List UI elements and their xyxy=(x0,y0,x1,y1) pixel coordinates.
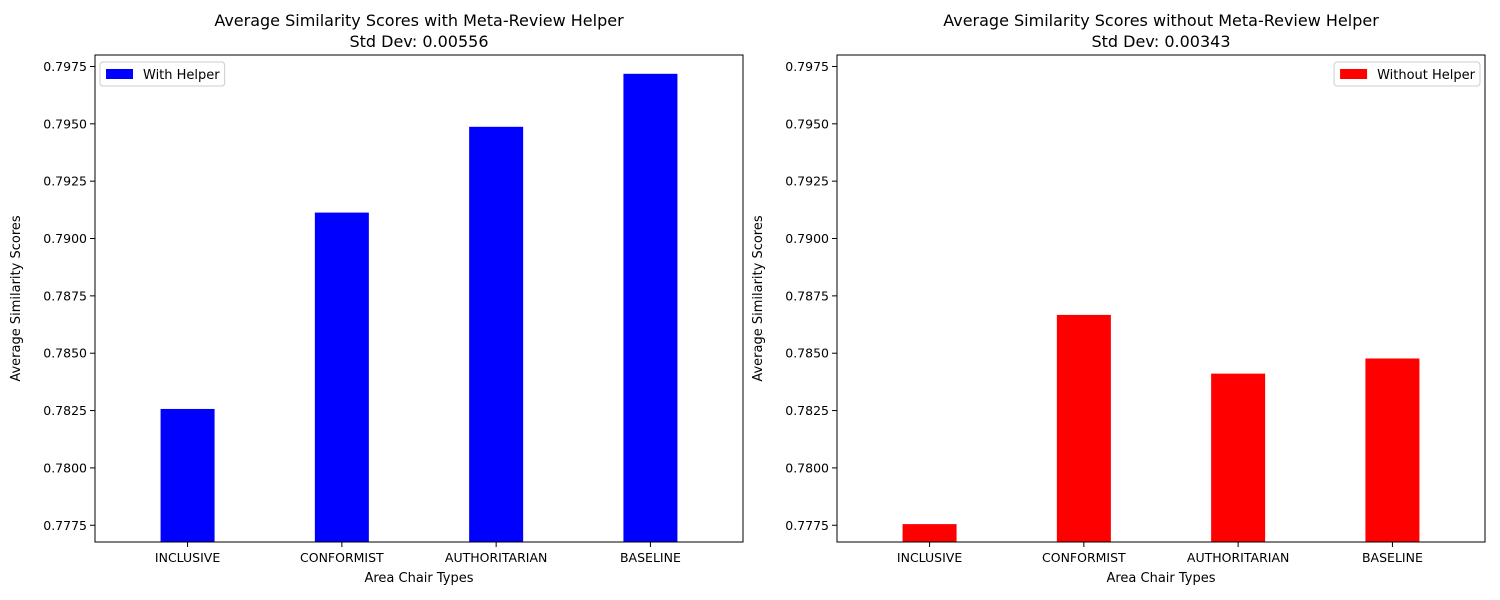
bar-baseline xyxy=(623,73,678,542)
y-tick-label: 0.7875 xyxy=(43,288,87,303)
bar-authoritarian xyxy=(469,126,524,543)
y-tick-label: 0.7900 xyxy=(43,231,87,246)
bar-authoritarian xyxy=(1211,373,1266,542)
y-tick-label: 0.7800 xyxy=(785,460,829,475)
bar-conformist xyxy=(314,212,369,542)
legend-box xyxy=(1333,61,1481,87)
plot-frame xyxy=(94,54,744,543)
y-tick-label: 0.7900 xyxy=(785,231,829,246)
x-tick-label: BASELINE xyxy=(620,550,681,565)
y-tick-label: 0.7925 xyxy=(785,174,829,189)
y-tick-label: 0.7875 xyxy=(785,288,829,303)
x-tick-label: AUTHORITARIAN xyxy=(1187,550,1289,565)
y-tick-label: 0.7925 xyxy=(43,174,87,189)
chart-title: Average Similarity Scores without Meta-R… xyxy=(943,11,1379,30)
bar-inclusive xyxy=(160,408,215,542)
legend-swatch xyxy=(1340,69,1368,79)
x-axis-label: Area Chair Types xyxy=(1106,571,1215,586)
x-tick-label: INCLUSIVE xyxy=(897,550,962,565)
plot-frame xyxy=(836,54,1486,543)
y-axis-label: Average Similarity Scores xyxy=(751,215,766,382)
x-tick-label: INCLUSIVE xyxy=(155,550,220,565)
x-tick-label: CONFORMIST xyxy=(300,550,384,565)
bar-inclusive xyxy=(902,524,957,542)
chart-title: Average Similarity Scores with Meta-Revi… xyxy=(214,11,624,30)
bar-baseline xyxy=(1365,358,1420,542)
y-tick-label: 0.7825 xyxy=(43,403,87,418)
chart-panel-without-helper: Average Similarity Scores without Meta-R… xyxy=(751,11,1486,586)
x-axis-label: Area Chair Types xyxy=(364,571,473,586)
y-tick-label: 0.7975 xyxy=(43,59,87,74)
chart-subtitle: Std Dev: 0.00556 xyxy=(349,32,488,51)
legend-swatch xyxy=(106,69,133,79)
y-axis-label: Average Similarity Scores xyxy=(9,215,24,382)
legend: With Helper xyxy=(99,61,226,87)
y-tick-label: 0.7850 xyxy=(43,346,87,361)
y-tick-label: 0.7825 xyxy=(785,403,829,418)
legend: Without Helper xyxy=(1333,61,1481,87)
y-tick-label: 0.7800 xyxy=(43,460,87,475)
y-tick-label: 0.7775 xyxy=(43,518,87,533)
y-tick-label: 0.7975 xyxy=(785,59,829,74)
y-tick-label: 0.7950 xyxy=(43,116,87,131)
legend-label: Without Helper xyxy=(1377,68,1476,83)
legend-label: With Helper xyxy=(143,68,220,83)
legend-box xyxy=(99,61,226,87)
x-tick-label: CONFORMIST xyxy=(1042,550,1126,565)
chart-subtitle: Std Dev: 0.00343 xyxy=(1091,32,1230,51)
bar-conformist xyxy=(1056,314,1111,542)
y-tick-label: 0.7950 xyxy=(785,116,829,131)
y-tick-label: 0.7850 xyxy=(785,346,829,361)
y-tick-label: 0.7775 xyxy=(785,518,829,533)
x-tick-label: BASELINE xyxy=(1362,550,1423,565)
x-tick-label: AUTHORITARIAN xyxy=(445,550,547,565)
chart-panel-with-helper: Average Similarity Scores with Meta-Revi… xyxy=(9,11,744,586)
